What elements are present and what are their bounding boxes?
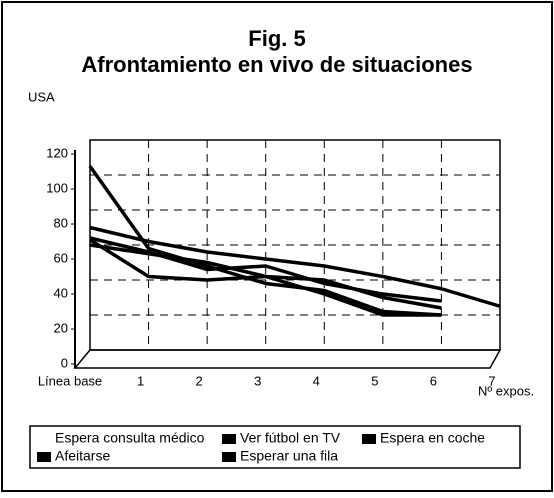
x-tick-label: 6 (430, 373, 437, 388)
legend-swatch (222, 452, 236, 462)
x-tick-label: 1 (137, 373, 144, 388)
y-tick-label: 120 (46, 145, 68, 160)
floor (73, 349, 502, 369)
legend-swatch (222, 434, 236, 444)
y-tick-label: 80 (54, 215, 68, 230)
y-tick-label: 20 (54, 320, 68, 335)
legend-box (29, 425, 521, 469)
y-tick-label: 0 (61, 355, 68, 370)
x-tick-label: 4 (313, 373, 320, 388)
data-line (88, 165, 442, 317)
x-tick-label: 3 (254, 373, 261, 388)
legend-swatch (37, 452, 51, 462)
data-line (89, 236, 442, 303)
legend-label: Espera consulta médico (55, 430, 205, 446)
chart-subtitle: Afrontamiento en vivo de situaciones (81, 52, 472, 77)
data-line (89, 225, 501, 308)
x-tick-label: Línea base (38, 373, 102, 388)
legend-swatch (362, 434, 376, 444)
x-axis-label: Nº expos. (478, 383, 534, 398)
y-axis-label: USA (28, 89, 55, 104)
legend-label: Ver fútbol en TV (240, 430, 341, 446)
y-tick-label: 60 (54, 250, 68, 265)
x-tick-label: 5 (371, 373, 378, 388)
y-tick-label: 40 (54, 285, 68, 300)
legend-swatch (37, 434, 51, 444)
legend-label: Afeitarse (55, 448, 110, 464)
legend-label: Espera en coche (380, 430, 485, 446)
x-tick-label: 7 (488, 373, 495, 388)
y-tick-label: 100 (46, 180, 68, 195)
legend-label: Esperar una fila (240, 448, 338, 464)
chart-title: Fig. 5 (248, 26, 305, 51)
x-tick-label: 2 (196, 373, 203, 388)
